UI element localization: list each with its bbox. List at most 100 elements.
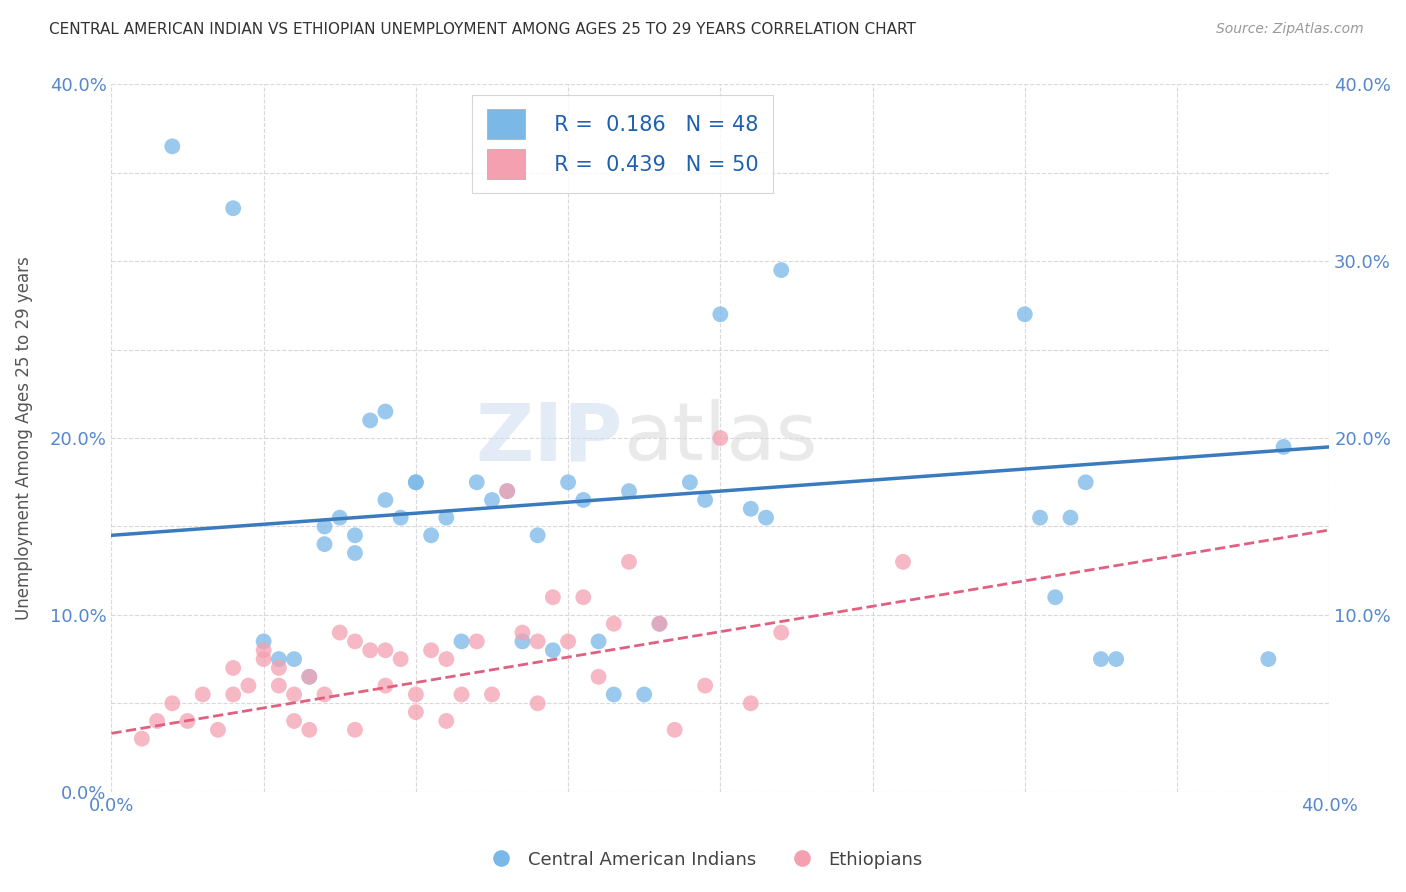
Point <box>1074 475 1097 490</box>
Point <box>405 705 427 719</box>
Point <box>343 723 366 737</box>
Point <box>191 688 214 702</box>
Point <box>314 519 336 533</box>
Point <box>405 475 427 490</box>
Text: Source: ZipAtlas.com: Source: ZipAtlas.com <box>1216 22 1364 37</box>
Text: ZIP: ZIP <box>475 399 623 477</box>
Point <box>648 616 671 631</box>
Point <box>617 484 640 499</box>
Point <box>633 688 655 702</box>
Point <box>283 688 305 702</box>
Point <box>253 652 276 666</box>
Point <box>557 634 579 648</box>
Point <box>314 688 336 702</box>
Point <box>434 510 457 524</box>
Point <box>374 492 396 507</box>
Point <box>603 616 626 631</box>
Point <box>1014 307 1036 321</box>
Point <box>207 723 229 737</box>
Point <box>541 591 564 605</box>
Point <box>679 475 702 490</box>
Point <box>572 591 595 605</box>
Point <box>588 634 610 648</box>
Point <box>481 492 503 507</box>
Point <box>405 688 427 702</box>
Text: atlas: atlas <box>623 399 817 477</box>
Point <box>131 731 153 746</box>
Point <box>389 652 412 666</box>
Point <box>420 528 443 542</box>
Point <box>740 501 762 516</box>
Point <box>314 537 336 551</box>
Point <box>420 643 443 657</box>
Point <box>891 555 914 569</box>
Point <box>465 634 488 648</box>
Point <box>222 201 245 215</box>
Point <box>695 679 717 693</box>
Point <box>496 484 519 499</box>
Point <box>298 723 321 737</box>
Point <box>450 634 472 648</box>
Point <box>298 670 321 684</box>
Point <box>374 404 396 418</box>
Point <box>359 413 381 427</box>
Point <box>648 616 671 631</box>
Point <box>405 475 427 490</box>
Point <box>755 510 778 524</box>
Point <box>1105 652 1128 666</box>
Point <box>664 723 686 737</box>
Point <box>512 625 534 640</box>
Point <box>238 679 260 693</box>
Point <box>1090 652 1112 666</box>
Point <box>374 643 396 657</box>
Point <box>283 652 305 666</box>
Point <box>329 510 352 524</box>
Point <box>770 625 793 640</box>
Point <box>162 696 184 710</box>
Point <box>146 714 169 728</box>
Point <box>740 696 762 710</box>
Legend:   R =  0.186   N = 48,   R =  0.439   N = 50: R = 0.186 N = 48, R = 0.439 N = 50 <box>472 95 773 194</box>
Point <box>329 625 352 640</box>
Point <box>267 652 290 666</box>
Point <box>709 431 731 445</box>
Point <box>526 528 548 542</box>
Point <box>176 714 198 728</box>
Point <box>770 263 793 277</box>
Point <box>343 528 366 542</box>
Point <box>709 307 731 321</box>
Point <box>481 688 503 702</box>
Point <box>434 714 457 728</box>
Point <box>526 696 548 710</box>
Y-axis label: Unemployment Among Ages 25 to 29 years: Unemployment Among Ages 25 to 29 years <box>15 256 32 620</box>
Point <box>465 475 488 490</box>
Point <box>389 510 412 524</box>
Point <box>298 670 321 684</box>
Point <box>603 688 626 702</box>
Point <box>253 643 276 657</box>
Point <box>374 679 396 693</box>
Point <box>572 492 595 507</box>
Point <box>222 661 245 675</box>
Point <box>1059 510 1081 524</box>
Point <box>162 139 184 153</box>
Point <box>1272 440 1295 454</box>
Point <box>557 475 579 490</box>
Point <box>267 679 290 693</box>
Point <box>617 555 640 569</box>
Legend: Central American Indians, Ethiopians: Central American Indians, Ethiopians <box>475 844 931 876</box>
Point <box>526 634 548 648</box>
Point <box>1257 652 1279 666</box>
Point <box>253 634 276 648</box>
Point <box>450 688 472 702</box>
Point <box>343 546 366 560</box>
Point <box>359 643 381 657</box>
Text: CENTRAL AMERICAN INDIAN VS ETHIOPIAN UNEMPLOYMENT AMONG AGES 25 TO 29 YEARS CORR: CENTRAL AMERICAN INDIAN VS ETHIOPIAN UNE… <box>49 22 917 37</box>
Point <box>343 634 366 648</box>
Point <box>1029 510 1052 524</box>
Point <box>512 634 534 648</box>
Point <box>267 661 290 675</box>
Point <box>222 688 245 702</box>
Point <box>541 643 564 657</box>
Point <box>1045 591 1067 605</box>
